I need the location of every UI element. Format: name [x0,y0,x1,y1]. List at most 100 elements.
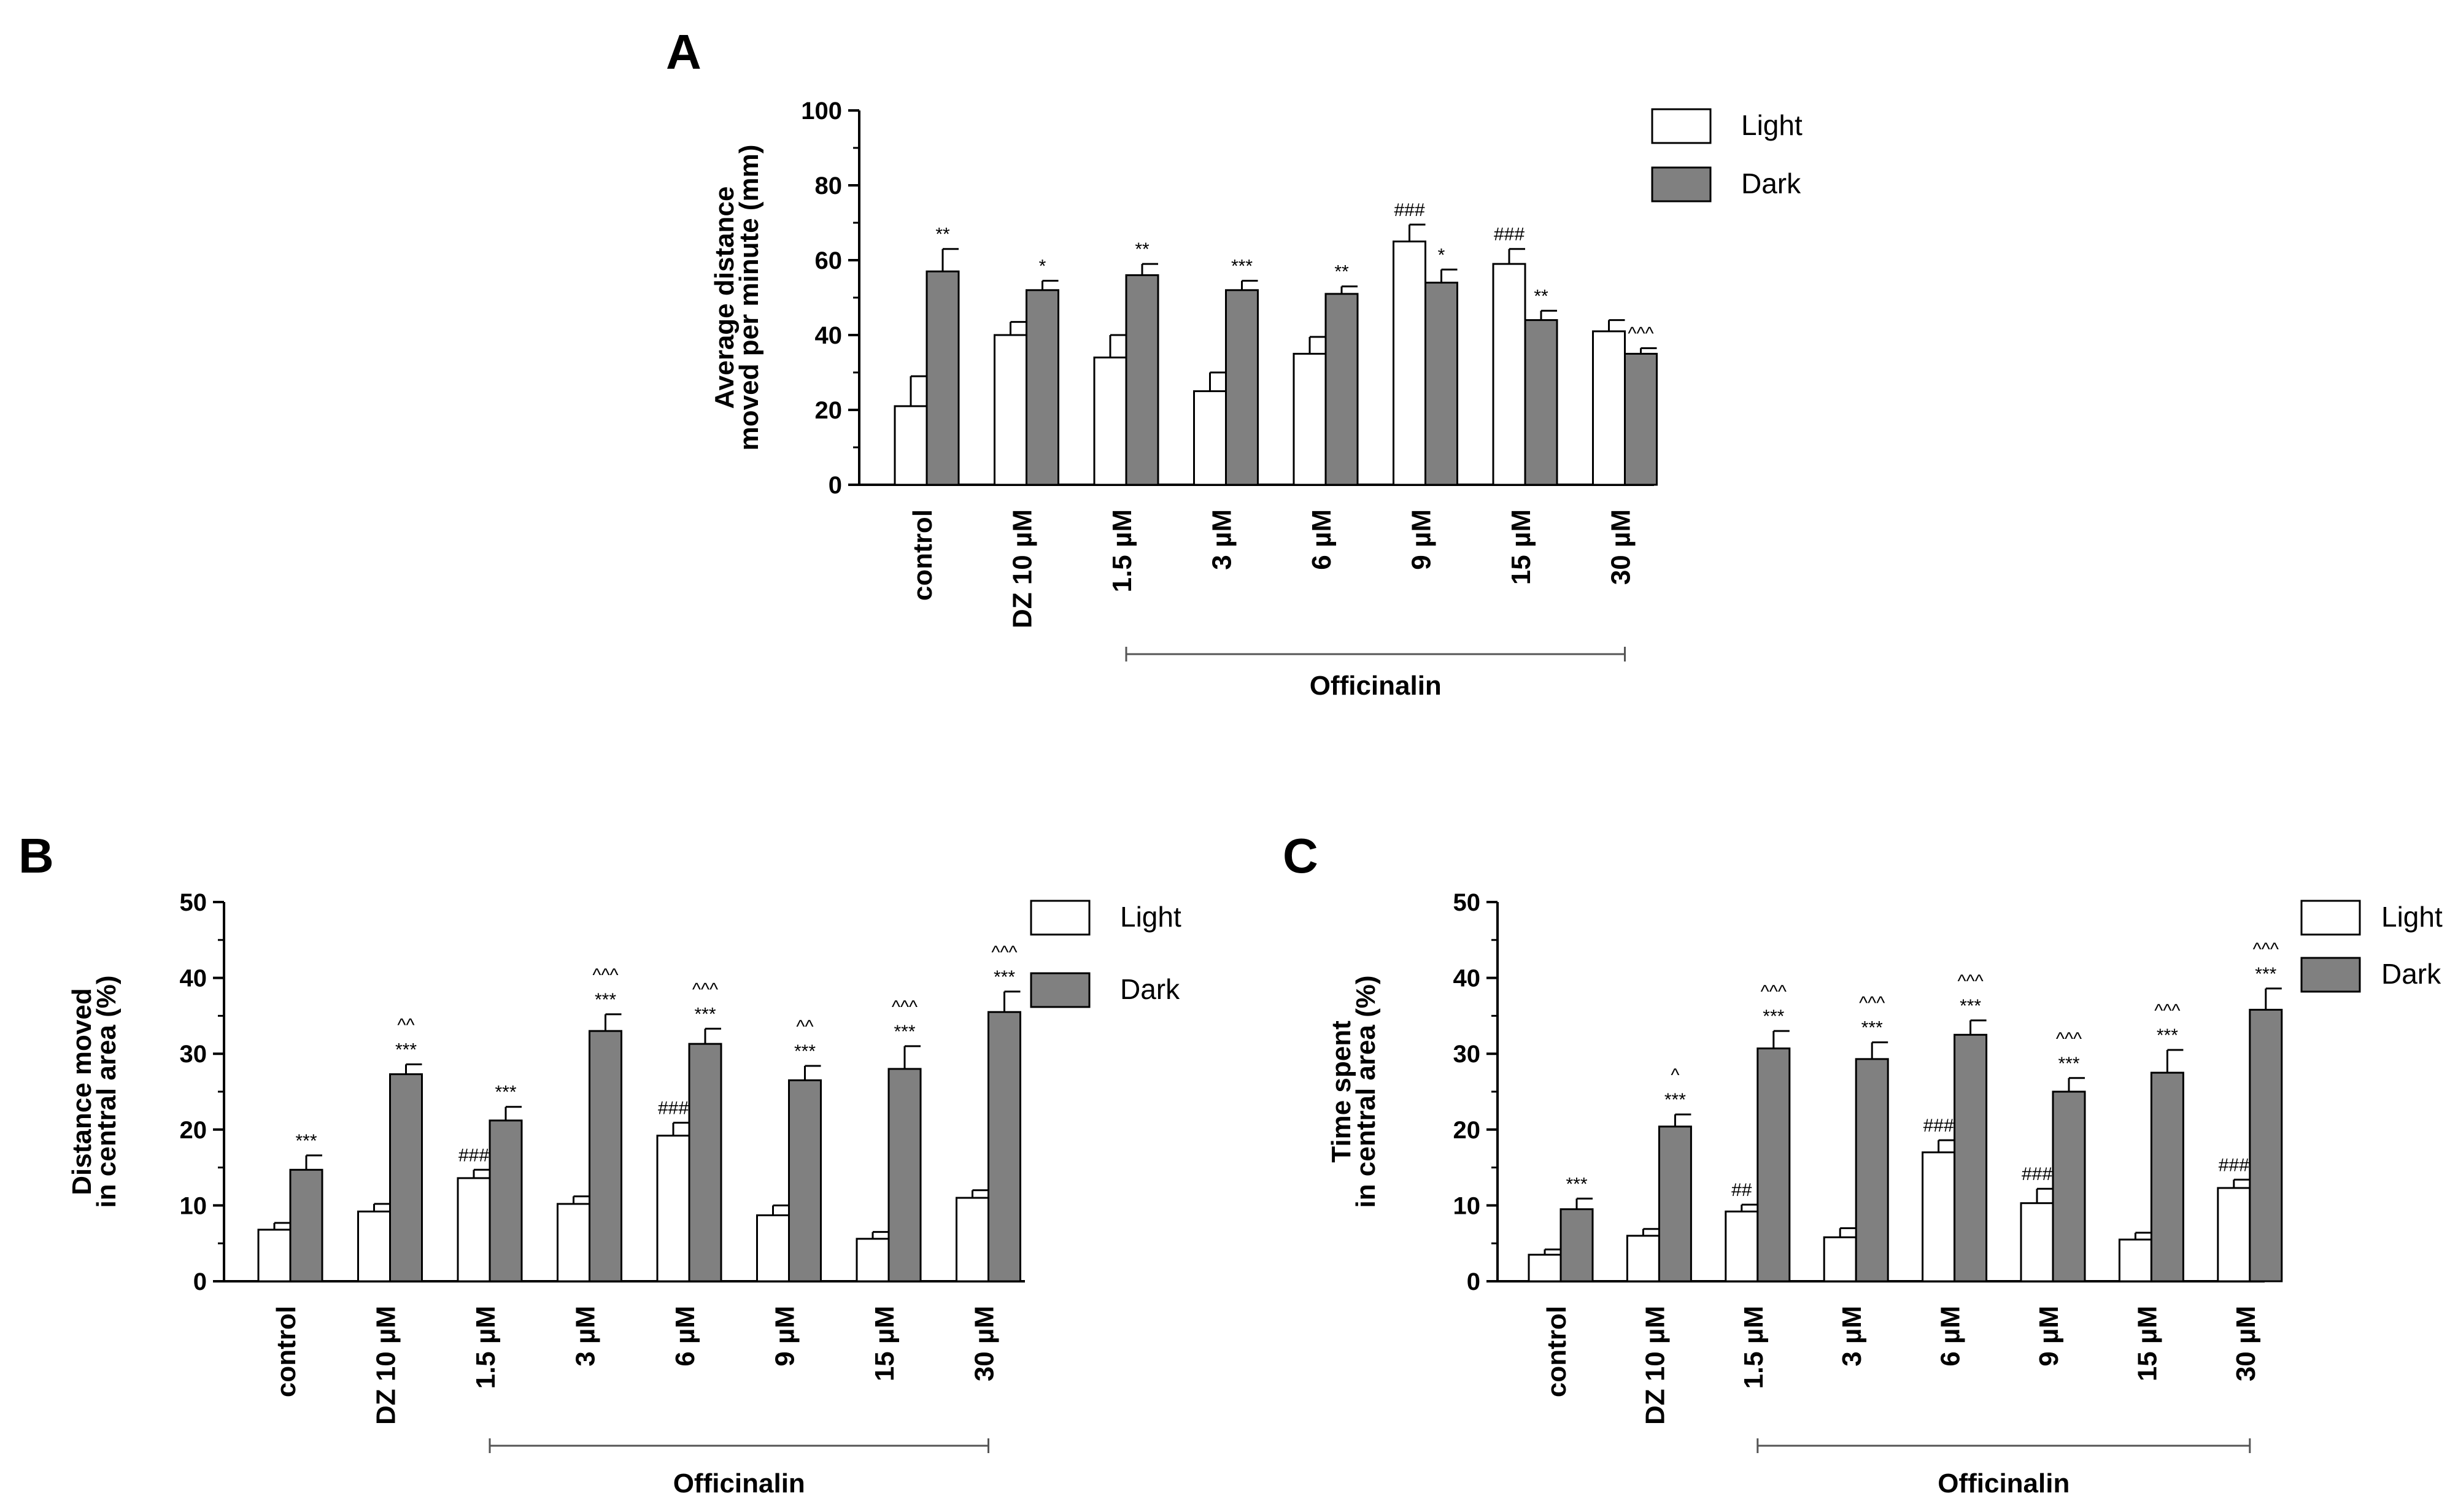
bar-dark [389,1073,423,1282]
bar-light [1626,1235,1660,1282]
bar-light [257,1228,292,1282]
y-tick-label: 0 [193,1268,207,1295]
bar-light [557,1203,590,1282]
legend-swatch-dark [2300,957,2361,993]
significance-label: ### [1494,225,1525,245]
significance-label: ** [935,225,950,245]
significance-label: *** [395,1040,417,1060]
y-tick-label: 40 [815,322,843,349]
bar-light [1528,1254,1562,1282]
bar-light [656,1135,690,1282]
y-axis-title: Time spent [1326,1020,1356,1163]
bar-dark [2249,1009,2283,1282]
bar-dark [1954,1033,1988,1282]
bar-dark [1658,1125,1692,1282]
significance-label: ^^^ [592,965,618,986]
x-tick-label: DZ 10 µM [371,1306,401,1425]
significance-label: ^^^ [1628,323,1653,344]
significance-label: ^^^ [1859,993,1885,1014]
significance-label: ** [1334,262,1349,282]
y-tick-label: 20 [1453,1117,1481,1144]
bar-light [1393,241,1426,486]
bar-dark [887,1068,922,1282]
bar-light [1592,330,1626,486]
y-tick-label: 50 [1453,889,1481,916]
significance-label: ^^ [397,1016,414,1036]
bar-dark [987,1011,1021,1282]
x-tick-label: 6 µM [1307,509,1337,570]
bar-light [994,334,1027,486]
significance-label: ### [2022,1164,2052,1184]
legend-swatch-dark [1030,972,1091,1008]
significance-label: *** [495,1082,516,1103]
bar-dark [1624,353,1658,486]
significance-label: ### [458,1145,489,1165]
bar-dark [688,1043,722,1282]
y-tick-label: 50 [180,889,207,916]
significance-label: *** [894,1022,915,1042]
group-label: Officinalin [1938,1468,2070,1498]
x-tick-label: control [1542,1306,1572,1397]
y-axis-title: in central area (%) [1351,975,1381,1208]
x-tick-label: control [908,509,938,601]
significance-label: *** [994,967,1015,987]
x-tick-label: 30 µM [1606,509,1636,585]
significance-label: ### [2219,1155,2249,1175]
legend-label: Dark [1741,168,1801,199]
significance-label: *** [1566,1174,1587,1194]
bar-dark [2052,1090,2086,1282]
x-tick-label: 3 µM [1837,1306,1867,1367]
x-tick-label: 1.5 µM [471,1306,501,1389]
legend-swatch-light [1651,108,1712,144]
legend-label: Light [1741,109,1803,141]
significance-label: *** [794,1041,816,1062]
x-tick-label: 6 µM [670,1306,700,1367]
bar-light [1093,357,1127,486]
significance-label: ^^^ [991,943,1017,963]
y-axis-title: Distance moved [67,988,97,1195]
significance-label: ## [1731,1180,1752,1200]
x-tick-label: 6 µM [1936,1306,1966,1367]
legend-label: Dark [1120,973,1180,1005]
significance-label: ^^^ [2154,1001,2180,1021]
y-tick-label: 30 [180,1041,207,1068]
x-tick-label: 3 µM [1207,509,1237,570]
x-tick-label: 9 µM [1407,509,1437,570]
significance-label: ^^^ [892,997,918,1017]
significance-label: ### [1923,1116,1954,1136]
panel-letter: A [666,25,701,79]
bar-dark [489,1119,523,1282]
x-tick-label: 15 µM [2132,1306,2162,1381]
significance-label: * [1438,245,1445,265]
x-tick-label: DZ 10 µM [1008,509,1038,628]
significance-label: ### [1394,200,1424,220]
significance-label: ^^^ [1761,982,1787,1002]
bar-dark [1324,293,1359,486]
x-tick-label: control [271,1306,301,1397]
bar-light [1823,1236,1857,1282]
significance-label: *** [1960,996,1981,1016]
significance-label: ^^^ [692,979,718,1000]
x-tick-label: 15 µM [1506,509,1536,585]
bar-light [956,1197,989,1282]
bar-dark [1855,1058,1889,1282]
bar-dark [1559,1208,1594,1282]
panel-letter: B [18,828,54,883]
bar-light [2118,1238,2152,1282]
bar-light [2217,1187,2251,1282]
bar-light [2020,1202,2054,1282]
significance-label: ^ [1671,1065,1679,1086]
y-axis-title: in central area (%) [91,975,122,1208]
y-tick-label: 40 [180,965,207,992]
bar-light [357,1210,391,1282]
bar-dark [2150,1071,2184,1282]
bar-light [894,405,928,486]
significance-label: * [1039,256,1046,277]
legend-label: Dark [2381,958,2441,990]
x-tick-label: DZ 10 µM [1640,1306,1670,1425]
y-tick-label: 0 [1467,1268,1480,1295]
significance-label: ** [1534,286,1548,306]
